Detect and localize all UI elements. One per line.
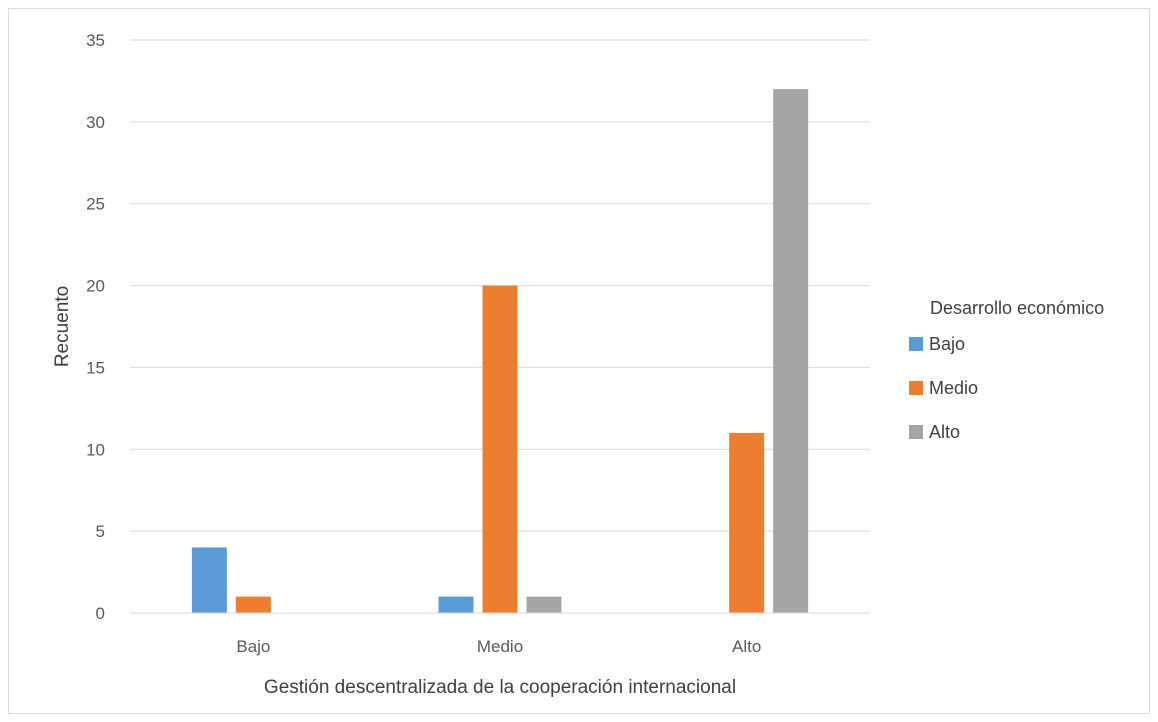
bar-bajo-bajo [191,547,227,613]
bar-bajo-medio [438,596,474,613]
y-axis-ticks: 0 5 10 15 20 25 30 35 [86,31,105,623]
x-tick-label: Bajo [236,637,270,656]
legend-swatch-bajo [909,337,923,351]
legend-title: Desarrollo económico [930,298,1104,318]
x-axis-ticks: Bajo Medio Alto [236,637,761,656]
y-tick-label: 35 [86,31,105,50]
legend-label-bajo: Bajo [929,334,965,354]
bar-alto-alto [773,89,809,614]
x-tick-label: Medio [477,637,523,656]
y-tick-label: 15 [86,358,105,377]
y-tick-label: 20 [86,277,105,296]
bars [130,89,870,614]
y-tick-label: 0 [96,604,105,623]
y-axis-title: Recuento [52,286,73,367]
bar-medio-bajo [235,596,271,613]
legend-swatch-alto [909,425,923,439]
legend-label-medio: Medio [929,378,978,398]
legend: Desarrollo económico Bajo Medio Alto [909,298,1104,442]
y-tick-label: 10 [86,440,105,459]
y-tick-label: 5 [96,522,105,541]
x-axis-title: Gestión descentralizada de la cooperació… [264,677,736,698]
x-tick-label: Alto [732,637,761,656]
y-tick-label: 25 [86,195,105,214]
y-tick-label: 30 [86,113,105,132]
bar-medio-alto [729,432,765,613]
legend-label-alto: Alto [929,422,960,442]
legend-swatch-medio [909,381,923,395]
bar-medio-medio [482,285,518,613]
bar-alto-medio [526,596,562,613]
